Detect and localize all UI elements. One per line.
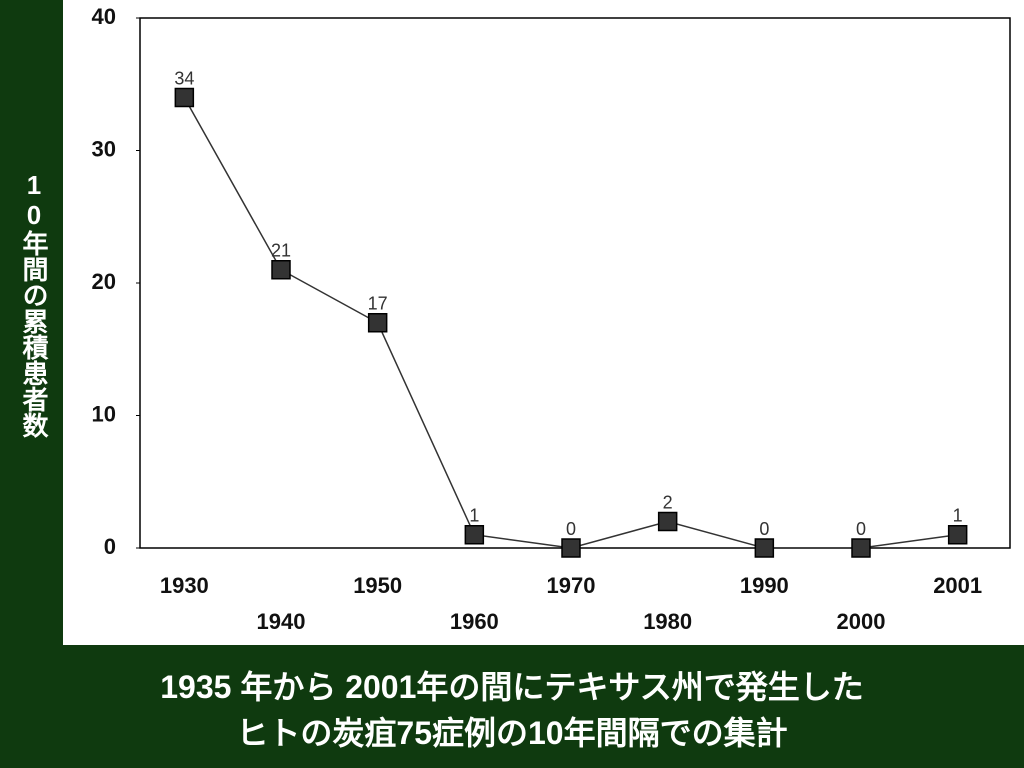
- y-tick-label: 10: [92, 401, 116, 426]
- data-label: 0: [856, 519, 866, 539]
- y-tick-label: 30: [92, 136, 116, 161]
- marker: [657, 511, 678, 532]
- x-tick-label: 1950: [353, 573, 402, 598]
- data-label: 2: [663, 492, 673, 512]
- x-tick-label: 1970: [547, 573, 596, 598]
- data-label: 34: [174, 68, 194, 88]
- x-tick-label: 1960: [450, 609, 499, 634]
- chart-background: [63, 0, 1024, 645]
- y-axis-label: 10年間の累積患者数: [19, 170, 49, 438]
- x-tick-label: 2000: [837, 609, 886, 634]
- x-tick-label: 2001: [933, 573, 982, 598]
- x-tick-label: 1930: [160, 573, 209, 598]
- data-label: 0: [566, 519, 576, 539]
- x-tick-label: 1990: [740, 573, 789, 598]
- marker: [271, 260, 291, 280]
- marker: [464, 525, 485, 545]
- data-label: 0: [759, 519, 769, 539]
- caption-line: 1935 年から 2001年の間にテキサス州で発生した: [160, 669, 864, 705]
- caption-line: ヒトの炭疽75症例の10年間隔での集計: [236, 715, 788, 751]
- marker: [561, 538, 581, 558]
- y-tick-label: 0: [104, 534, 116, 559]
- marker: [174, 87, 195, 108]
- marker: [367, 313, 388, 333]
- x-tick-label: 1980: [643, 609, 692, 634]
- data-label: 1: [469, 506, 479, 526]
- marker: [947, 525, 968, 545]
- marker: [851, 538, 871, 558]
- marker: [754, 538, 775, 558]
- data-label: 1: [953, 506, 963, 526]
- x-tick-label: 1940: [257, 609, 306, 634]
- data-label: 21: [271, 241, 291, 261]
- data-label: 17: [368, 294, 388, 314]
- y-tick-label: 40: [92, 4, 116, 29]
- y-tick-label: 20: [92, 269, 116, 294]
